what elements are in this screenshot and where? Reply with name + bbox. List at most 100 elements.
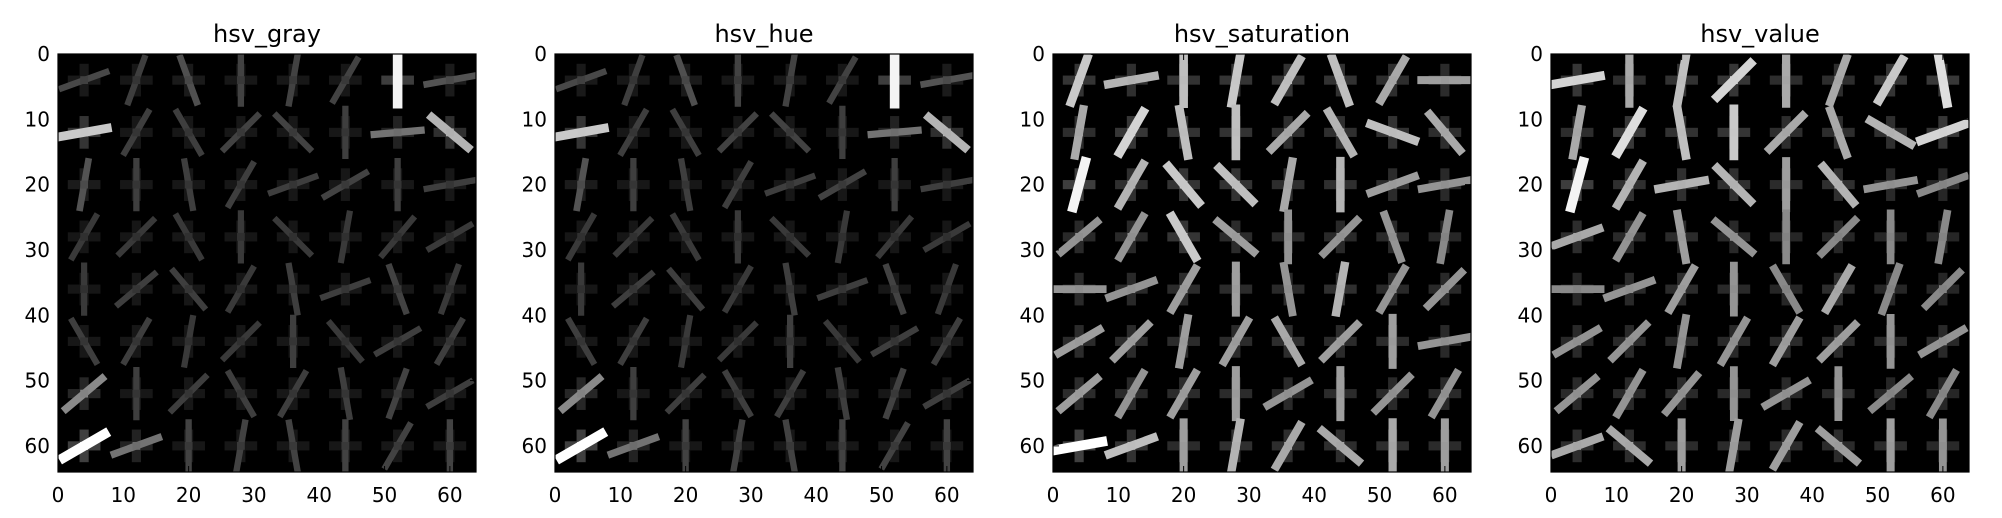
hog-cell-center [1179, 128, 1188, 137]
hog-cell-r7-c4 [1768, 420, 1804, 472]
hog-cell-center [393, 232, 402, 241]
hog-cell-center [1179, 76, 1188, 85]
hog-cell-r2-c7 [1417, 168, 1471, 201]
hog-cell-r3-c3 [224, 210, 258, 264]
hog-cell-center [1127, 285, 1136, 294]
hog-cell-r5-c1 [617, 316, 650, 367]
hog-cell-r2-c4 [1769, 157, 1803, 213]
hog-cell-r4-c0 [564, 262, 598, 316]
y-tick-label: 20 [522, 173, 547, 197]
hog-cell-r2-c4 [1271, 156, 1305, 213]
hog-cell-r0-c1 [120, 54, 153, 107]
hog-cell-center [236, 232, 245, 241]
panel-title: hsv_value [1700, 20, 1819, 48]
hog-cell-center [393, 285, 402, 294]
hog-cell-r7-c5 [329, 419, 362, 472]
hog-cell-r0-c2 [1167, 54, 1200, 108]
hog-cell-center [1284, 441, 1293, 450]
hog-cell-r4-c0 [1551, 272, 1605, 306]
x-tick-label: 40 [1800, 483, 1825, 507]
hog-cell-center [1886, 232, 1895, 241]
hog-cell-r1-c1 [1611, 105, 1648, 160]
hog-cell-center [393, 128, 402, 137]
hog-cell-r2-c2 [1653, 168, 1710, 201]
hog-cell-r7-c2 [172, 419, 205, 472]
x-tick-label: 40 [307, 483, 332, 507]
hog-cell-r6-c6 [1867, 373, 1915, 415]
hog-cell-center [1440, 76, 1449, 85]
hog-cell-center [681, 441, 690, 450]
hog-cell-center [1729, 441, 1738, 450]
hog-cell-center [1127, 232, 1136, 241]
hog-cell-center [1231, 128, 1240, 137]
hog-cell-r3-c6 [1376, 209, 1409, 264]
hog-cell-center [341, 441, 350, 450]
hog-cell-center [838, 441, 847, 450]
hog-cell-r2-c6 [1365, 168, 1420, 201]
hog-cell-r3-c0 [564, 212, 598, 262]
hog-cell-r1-c5 [329, 105, 362, 160]
x-tick-label: 60 [1432, 483, 1457, 507]
hog-cell-center [681, 180, 690, 189]
hog-cell-r1-c3 [219, 111, 262, 154]
hog-cell-center [1440, 180, 1449, 189]
hog-cell-center [1179, 337, 1188, 346]
x-tick-label: 30 [1734, 483, 1759, 507]
hog-cell-r0-c4 [773, 54, 807, 107]
hog-cell-r6-c0 [1055, 372, 1103, 415]
y-tick-label: 40 [1020, 303, 1045, 327]
hog-cell-center [1388, 337, 1397, 346]
hog-cell-r1-c3 [716, 111, 759, 154]
hog-cell-r4-c6 [381, 262, 414, 316]
hog-cell-r3-c6 [378, 214, 418, 260]
hog-cell-r3-c1 [1114, 211, 1149, 263]
hog-cell-center [733, 337, 742, 346]
hog-cell-r5-c0 [564, 316, 598, 367]
hog-cell-r2-c1 [1113, 158, 1149, 211]
hog-cell-r2-c0 [67, 157, 101, 212]
hog-cell-center [184, 337, 193, 346]
hog-cell-r7-c7 [930, 419, 964, 472]
hog-cell-center [577, 232, 586, 241]
hog-cell-r1-c6 [867, 116, 922, 149]
hog-cell-center [184, 232, 193, 241]
hog-cell-r7-c2 [1167, 418, 1200, 472]
hog-cell-center [1677, 337, 1686, 346]
x-tick-label: 0 [549, 483, 562, 507]
hog-cell-r0-c2 [1665, 54, 1698, 109]
hog-cell-center [289, 441, 298, 450]
hog-cell-center [289, 389, 298, 398]
hog-cell-r0-c6 [1872, 54, 1909, 107]
hog-cell-r7-c1 [109, 429, 164, 463]
hog-cell-r5-c6 [1874, 313, 1907, 369]
hog-cell-r3-c7 [1926, 209, 1960, 265]
hog-cell-center [80, 441, 89, 450]
hog-cell-center [1625, 128, 1634, 137]
hog-cell-r5-c4 [276, 314, 310, 369]
hog-cell-r4-c4 [276, 262, 310, 316]
hog-cell-r3-c2 [669, 212, 702, 262]
hog-cell-center [1625, 389, 1634, 398]
hog-cell-center [1677, 441, 1686, 450]
hog-cell-center [1075, 389, 1084, 398]
hog-cell-center [1625, 285, 1634, 294]
y-tick-label: 0 [1530, 42, 1543, 66]
hog-cell-center [681, 285, 690, 294]
hog-cell-center [577, 128, 586, 137]
hog-cell-r0-c2 [172, 54, 205, 107]
hog-cell-r5-c7 [930, 316, 964, 367]
hog-cell-r1-c4 [769, 111, 812, 154]
hog-cell-r2-c4 [267, 168, 320, 201]
hog-cell-r3-c5 [826, 210, 859, 264]
hog-cell-r6-c5 [826, 366, 859, 421]
hog-cell-center [1388, 232, 1397, 241]
hog-cell-r5-c0 [67, 316, 101, 367]
hog-cell-r2-c5 [1817, 160, 1860, 209]
hog-cell-center [445, 76, 454, 85]
hog-cell-r6-c7 [1925, 368, 1960, 420]
hog-cell-r2-c2 [1162, 160, 1205, 209]
hog-cell-r6-c6 [381, 367, 414, 420]
hog-cell-r0-c6 [878, 54, 911, 109]
